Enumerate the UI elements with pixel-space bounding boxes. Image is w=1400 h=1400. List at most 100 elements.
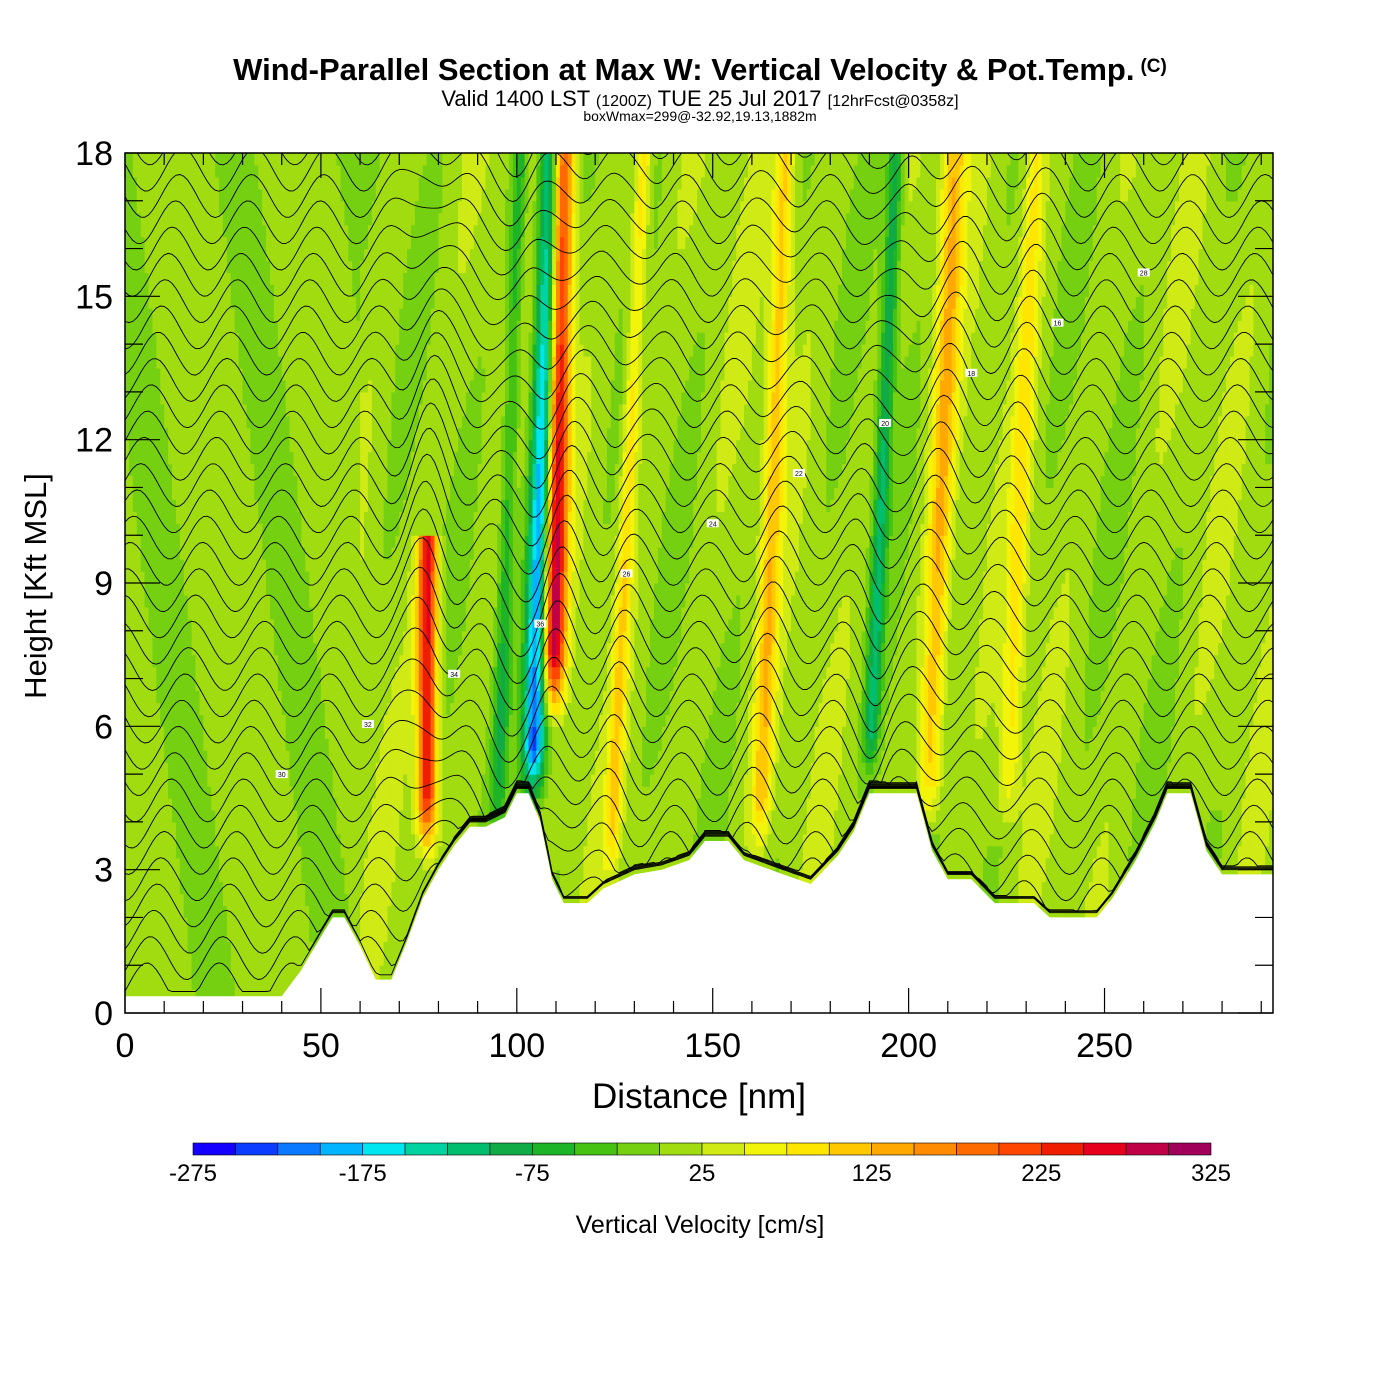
velocity-cell: [149, 380, 154, 393]
velocity-cell: [172, 691, 177, 704]
velocity-cell: [340, 344, 345, 357]
velocity-cell: [239, 846, 244, 859]
velocity-cell: [270, 296, 275, 309]
velocity-cell: [243, 189, 248, 202]
velocity-cell: [388, 523, 393, 536]
velocity-cell: [137, 476, 142, 489]
velocity-cell: [309, 261, 314, 274]
velocity-cell: [293, 917, 298, 930]
velocity-cell: [274, 296, 279, 309]
velocity-cell: [215, 750, 220, 763]
velocity-cell: [301, 177, 306, 190]
velocity-cell: [172, 153, 177, 166]
velocity-cell: [227, 894, 232, 907]
velocity-cell: [309, 320, 314, 333]
velocity-cell: [196, 547, 201, 560]
velocity-cell: [309, 535, 314, 548]
velocity-cell: [290, 476, 295, 489]
velocity-cell: [168, 189, 173, 202]
velocity-cell: [266, 272, 271, 285]
velocity-cell: [215, 691, 220, 704]
velocity-cell: [344, 571, 349, 584]
velocity-cell: [372, 464, 377, 477]
velocity-cell: [360, 308, 365, 321]
velocity-cell: [184, 679, 189, 692]
velocity-cell: [293, 165, 298, 178]
velocity-cell: [160, 595, 165, 608]
velocity-cell: [274, 249, 279, 262]
velocity-cell: [199, 249, 204, 262]
velocity-cell: [254, 440, 259, 453]
velocity-cell: [325, 511, 330, 524]
velocity-cell: [337, 356, 342, 369]
velocity-cell: [286, 714, 291, 727]
velocity-cell: [372, 523, 377, 536]
velocity-cell: [380, 344, 385, 357]
velocity-cell: [372, 667, 377, 680]
velocity-cell: [384, 177, 389, 190]
velocity-cell: [239, 941, 244, 954]
velocity-cell: [192, 619, 197, 632]
velocity-cell: [293, 691, 298, 704]
velocity-cell: [152, 583, 157, 596]
velocity-cell: [129, 464, 134, 477]
velocity-cell: [250, 858, 255, 871]
velocity-cell: [137, 714, 142, 727]
velocity-cell: [199, 858, 204, 871]
velocity-cell: [266, 691, 271, 704]
velocity-cell: [274, 667, 279, 680]
velocity-cell: [340, 822, 345, 835]
velocity-cell: [352, 822, 357, 835]
velocity-cell: [372, 165, 377, 178]
velocity-cell: [309, 380, 314, 393]
velocity-cell: [137, 798, 142, 811]
velocity-cell: [168, 380, 173, 393]
velocity-cell: [254, 965, 259, 978]
velocity-cell: [352, 774, 357, 787]
velocity-cell: [156, 643, 161, 656]
velocity-cell: [262, 917, 267, 930]
velocity-cell: [180, 894, 185, 907]
velocity-cell: [211, 296, 216, 309]
velocity-cell: [223, 547, 228, 560]
velocity-cell: [329, 356, 334, 369]
velocity-cell: [317, 714, 322, 727]
velocity-cell: [219, 929, 224, 942]
velocity-cell: [164, 272, 169, 285]
velocity-cell: [168, 416, 173, 429]
velocity-cell: [145, 655, 150, 668]
velocity-cell: [305, 846, 310, 859]
velocity-cell: [137, 272, 142, 285]
velocity-cell: [239, 380, 244, 393]
velocity-cell: [356, 631, 361, 644]
velocity-cell: [203, 523, 208, 536]
velocity-cell: [384, 404, 389, 417]
velocity-cell: [258, 440, 263, 453]
velocity-cell: [313, 535, 318, 548]
velocity-cell: [395, 941, 400, 954]
velocity-cell: [356, 667, 361, 680]
velocity-cell: [301, 941, 306, 954]
velocity-cell: [274, 679, 279, 692]
velocity-cell: [388, 237, 393, 250]
velocity-cell: [149, 177, 154, 190]
velocity-cell: [176, 786, 181, 799]
velocity-cell: [235, 320, 240, 333]
velocity-cell: [231, 308, 236, 321]
velocity-cell: [313, 810, 318, 823]
velocity-cell: [278, 738, 283, 751]
velocity-cell: [254, 834, 259, 847]
velocity-cell: [149, 344, 154, 357]
velocity-cell: [231, 583, 236, 596]
velocity-cell: [329, 428, 334, 441]
velocity-cell: [293, 583, 298, 596]
velocity-cell: [254, 631, 259, 644]
velocity-cell: [297, 691, 302, 704]
velocity-cell: [270, 547, 275, 560]
velocity-cell: [250, 511, 255, 524]
velocity-cell: [337, 404, 342, 417]
velocity-cell: [301, 571, 306, 584]
velocity-cell: [301, 595, 306, 608]
velocity-cell: [199, 296, 204, 309]
velocity-cell: [199, 308, 204, 321]
